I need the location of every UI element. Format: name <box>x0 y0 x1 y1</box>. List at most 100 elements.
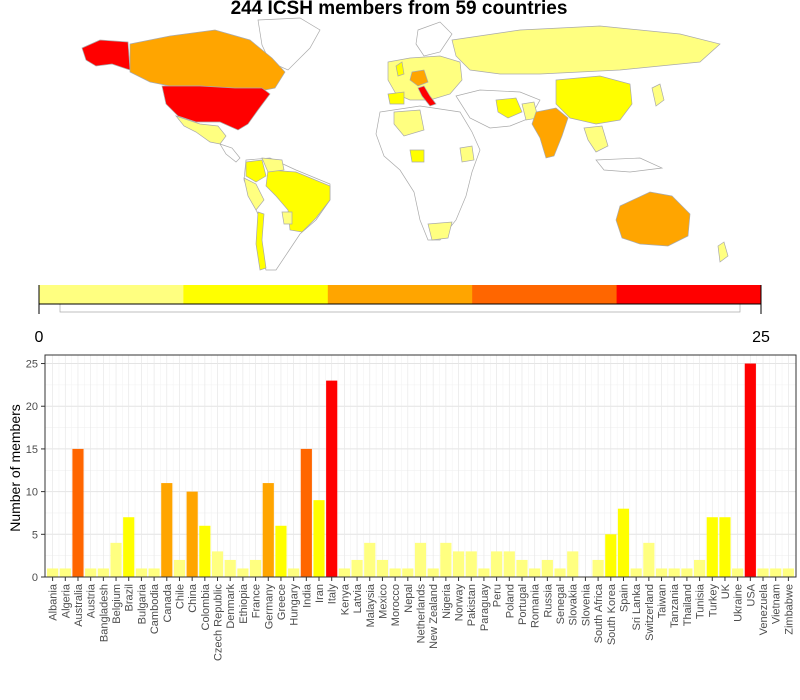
legend-min-label: 0 <box>35 329 44 346</box>
map-country-iran <box>495 97 523 119</box>
y-tick-label: 25 <box>26 359 38 371</box>
x-tick-label: Albania <box>48 583 60 621</box>
bar <box>326 380 338 577</box>
x-tick-label: Colombia <box>200 583 212 630</box>
map-central-america <box>219 143 241 163</box>
bar <box>757 568 769 577</box>
x-tick-label: Turkey <box>707 584 719 618</box>
map-country-australia <box>615 191 691 247</box>
map-country-ethiopia <box>459 145 475 163</box>
bar <box>719 517 731 577</box>
map-southeast-asia <box>583 125 609 153</box>
legend-swatch <box>327 285 473 304</box>
x-tick-label: Taiwan <box>657 584 669 618</box>
bar <box>313 500 325 577</box>
bar <box>72 448 84 577</box>
map-country-alaska <box>81 39 131 71</box>
legend-swatch <box>616 285 762 304</box>
x-tick-label: Spain <box>618 584 630 612</box>
map-country-japan <box>651 83 665 107</box>
y-tick-label: 20 <box>26 401 38 413</box>
bar <box>224 559 236 577</box>
x-tick-label: Netherlands <box>416 584 428 644</box>
x-tick-label: New Zealand <box>428 584 440 649</box>
bar <box>85 568 97 577</box>
bar <box>503 551 515 577</box>
bar <box>237 568 249 577</box>
map-country-uk <box>395 61 405 77</box>
bar <box>681 568 693 577</box>
map-country-colombia <box>245 159 267 183</box>
x-tick-label: Vietnam <box>771 584 783 624</box>
x-tick-label: Venezuela <box>758 583 770 635</box>
x-tick-label: Algeria <box>60 583 72 618</box>
x-tick-label: Switzerland <box>644 584 656 641</box>
x-tick-label: Austria <box>86 583 98 618</box>
bar <box>744 363 756 577</box>
bar <box>782 568 794 577</box>
map-country-germany <box>409 69 429 87</box>
legend-swatch <box>183 285 329 304</box>
x-tick-label: Slovakia <box>568 583 580 625</box>
map-country-greenland <box>257 17 321 71</box>
bar <box>592 559 604 577</box>
map-country-paraguay <box>281 211 293 225</box>
map-country-spain <box>387 91 405 105</box>
x-tick-label: Australia <box>73 583 85 627</box>
bar <box>529 568 541 577</box>
bar <box>351 559 363 577</box>
map-country-india <box>531 107 569 159</box>
map-africa <box>375 105 481 241</box>
bar <box>706 517 718 577</box>
bar <box>668 568 680 577</box>
x-tick-label: USA <box>745 583 757 606</box>
legend-swatch <box>39 285 184 304</box>
map-country-russia <box>451 25 721 75</box>
x-tick-label: Czech Republic <box>213 584 225 662</box>
map-country-peru <box>243 177 265 211</box>
x-tick-label: Tanzania <box>669 583 681 628</box>
bar <box>516 559 528 577</box>
x-tick-label: Nepal <box>403 584 415 613</box>
x-tick-label: Italy <box>327 584 339 605</box>
x-tick-label: Brazil <box>124 584 136 612</box>
legend-swatch <box>472 285 618 304</box>
legend-max-label: 25 <box>752 329 770 346</box>
x-tick-label: Nigeria <box>441 583 453 619</box>
bar <box>655 568 668 577</box>
x-tick-label: Canada <box>162 583 174 622</box>
bar <box>643 542 655 577</box>
bar <box>732 568 744 577</box>
x-tick-label: Senegal <box>555 584 567 624</box>
color-legend <box>38 285 762 314</box>
x-tick-label: Romania <box>530 583 542 628</box>
bar <box>389 568 401 577</box>
x-tick-label: UK <box>720 583 732 599</box>
x-tick-label: Ukraine <box>733 584 745 622</box>
bar <box>135 568 147 577</box>
x-tick-label: Norway <box>454 584 466 622</box>
y-tick-label: 0 <box>32 572 38 584</box>
bar <box>630 568 642 577</box>
x-tick-label: India <box>301 583 313 608</box>
bar <box>440 542 452 577</box>
x-tick-label: Paraguay <box>479 584 491 632</box>
map-title: 244 ICSH members from 59 countries <box>231 0 568 19</box>
x-tick-label: Bulgaria <box>136 583 148 624</box>
bar <box>567 551 579 577</box>
x-tick-label: Malaysia <box>365 583 377 627</box>
x-tick-label: Peru <box>492 584 504 607</box>
x-tick-label: Hungary <box>289 584 301 626</box>
map-country-south-africa <box>427 221 453 241</box>
bar <box>173 559 186 577</box>
bar <box>262 483 274 577</box>
bar <box>211 551 224 577</box>
x-tick-label: South Africa <box>593 583 605 643</box>
x-tick-label: Belgium <box>111 584 123 624</box>
bar <box>110 542 122 577</box>
bar <box>161 483 173 577</box>
bar <box>338 568 350 577</box>
bar <box>452 551 465 577</box>
bar <box>491 551 503 577</box>
